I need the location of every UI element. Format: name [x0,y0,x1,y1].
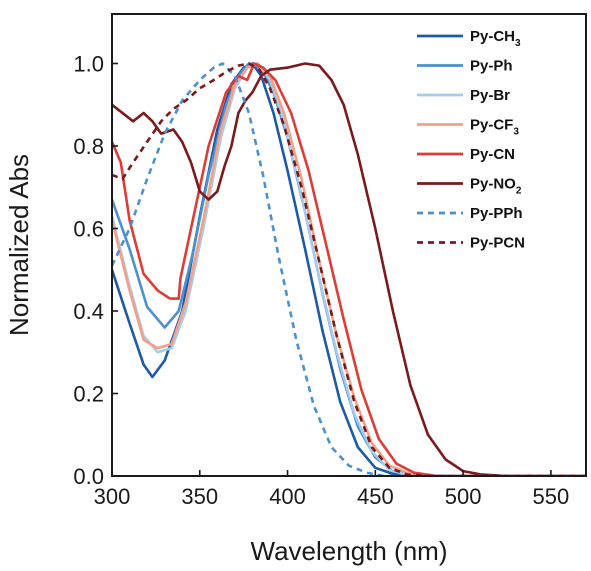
legend-subscript: 2 [516,186,522,197]
x-tick-label: 500 [445,484,482,509]
legend-subscript: 3 [515,38,521,49]
legend-name: Py-CH [470,28,515,45]
y-axis-title: Normalized Abs [4,154,34,336]
legend: Py-CH3Py-PhPy-BrPy-CF3Py-CNPy-NO2Py-PPhP… [417,28,525,252]
y-tick-label: 1.0 [73,52,104,77]
series-line-py-ch3 [112,62,586,476]
legend-label-py-ch3: Py-CH3 [470,28,521,49]
ticks-layer: 300 350 400 450 500 550 0.0 0.2 0.4 0.6 0.8 1.0 [73,52,569,510]
legend-name: Py-PCN [470,235,525,252]
legend-name: Py-PPh [470,205,523,222]
x-tick-label: 450 [357,484,394,509]
legend-label-py-cn: Py-CN [470,146,515,163]
y-tick-label: 0.8 [73,134,104,159]
legend-name: Py-CN [470,146,515,163]
y-tick-label: 0.6 [73,217,104,242]
legend-name: Py-Br [470,87,510,104]
plot-frame [111,13,587,477]
legend-label-py-cf3: Py-CF3 [470,117,519,138]
legend-label-py-pcn: Py-PCN [470,235,525,252]
y-tick-label: 0.4 [73,299,104,324]
legend-label-py-no2: Py-NO2 [470,176,522,197]
legend-name: Py-NO [470,176,516,193]
series-line-py-pcn [112,62,586,476]
series-layer [112,62,586,476]
legend-subscript: 3 [513,127,519,138]
legend-label-py-ph: Py-Ph [470,58,513,75]
legend-label-py-pph: Py-PPh [470,205,523,222]
x-tick-label: 550 [533,484,570,509]
y-tick-label: 0.0 [73,464,104,489]
series-line-py-no2 [112,62,586,476]
x-tick-label: 350 [181,484,218,509]
legend-name: Py-CF [470,117,513,134]
legend-name: Py-Ph [470,58,513,75]
legend-label-py-br: Py-Br [470,87,510,104]
y-tick-label: 0.2 [73,382,104,407]
x-axis-title: Wavelength (nm) [251,536,448,566]
series-line-py-pph [112,62,586,476]
series-line-py-cn [112,62,586,476]
x-tick-label: 400 [269,484,306,509]
x-tick-label: 300 [94,484,131,509]
